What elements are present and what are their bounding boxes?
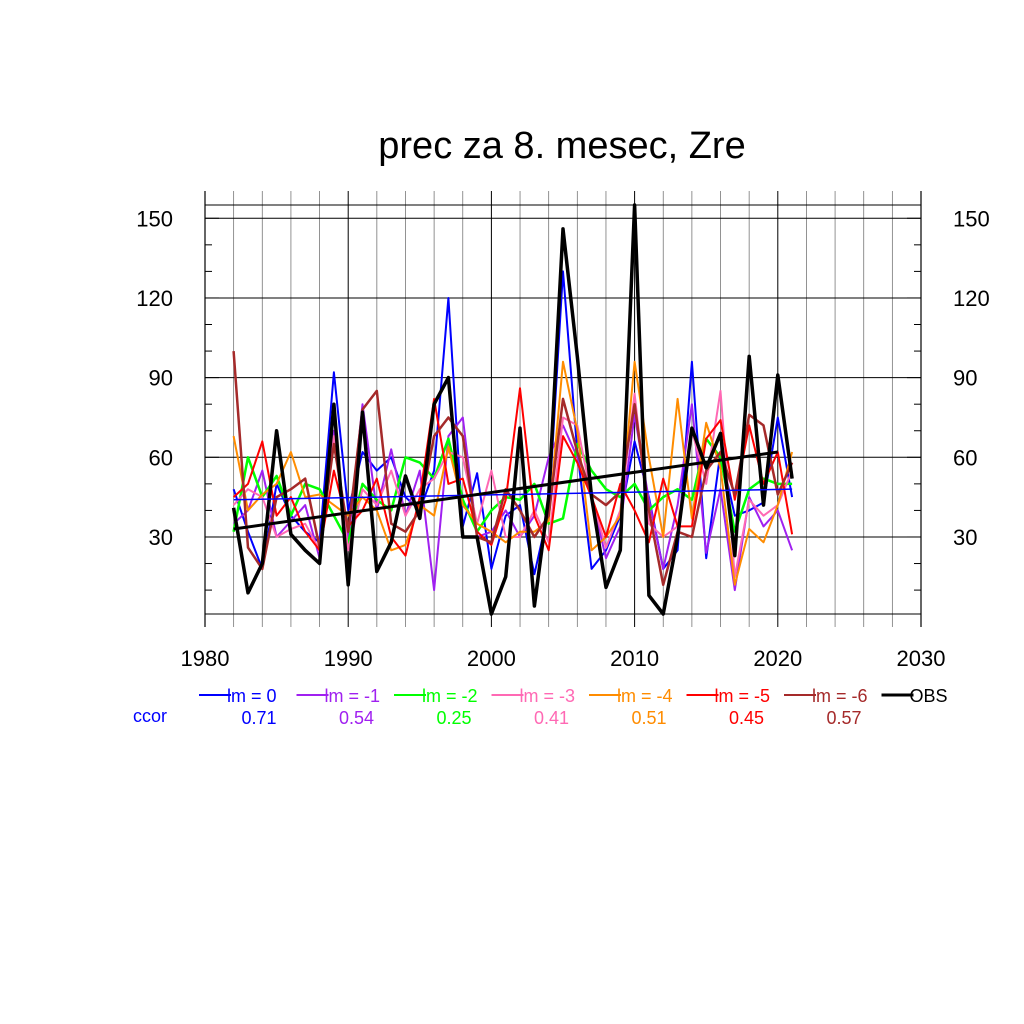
y-tick-label-left: 60 — [149, 445, 173, 470]
plot-area — [231, 203, 794, 616]
y-tick-label-left: 120 — [136, 286, 173, 311]
series-line — [232, 387, 794, 557]
chart-title: prec za 8. mesec, Zre — [378, 125, 745, 167]
y-tick-label-left: 90 — [149, 366, 173, 391]
chart-grid — [204, 191, 922, 627]
y-tick-label-right: 90 — [953, 366, 977, 391]
x-tick-label: 2010 — [610, 646, 659, 671]
ccor-value: 0.45 — [729, 708, 764, 728]
y-tick-label-right: 60 — [953, 445, 977, 470]
y-tick-label-right: 120 — [953, 286, 990, 311]
x-tick-label: 1990 — [324, 646, 373, 671]
legend-label: lm = -2 — [422, 686, 478, 706]
legend-label: lm = -4 — [617, 686, 673, 706]
x-tick-label: 1980 — [181, 646, 230, 671]
legend-label: lm = 0 — [227, 686, 277, 706]
x-tick-label: 2000 — [467, 646, 516, 671]
y-tick-label-right: 150 — [953, 206, 990, 231]
ccor-value: 0.51 — [631, 708, 666, 728]
series-line — [232, 270, 794, 576]
ccor-value: 0.54 — [339, 708, 374, 728]
legend-label: lm = -3 — [520, 686, 576, 706]
trend-line — [233, 450, 779, 531]
y-tick-label-left: 150 — [136, 206, 173, 231]
ccor-label: ccor — [133, 706, 167, 726]
legend-label: lm = -6 — [812, 686, 868, 706]
y-tick-label-right: 30 — [953, 525, 977, 550]
chart-axes: 30 30 60 60 90 90 120 120 150 150 1980 1990 2000 2010… — [136, 191, 990, 671]
ccor-value: 0.57 — [826, 708, 861, 728]
trend-line — [233, 488, 793, 501]
ccor-value: 0.41 — [534, 708, 569, 728]
series-line — [231, 203, 794, 616]
ccor-value: 0.25 — [436, 708, 471, 728]
ccor-value: 0.71 — [241, 708, 276, 728]
x-tick-label: 2020 — [753, 646, 802, 671]
legend-label: lm = -5 — [715, 686, 771, 706]
y-tick-label-left: 30 — [149, 525, 173, 550]
legend-label: lm = -1 — [325, 686, 381, 706]
legend-label: OBS — [910, 686, 948, 706]
x-tick-label: 2030 — [897, 646, 946, 671]
